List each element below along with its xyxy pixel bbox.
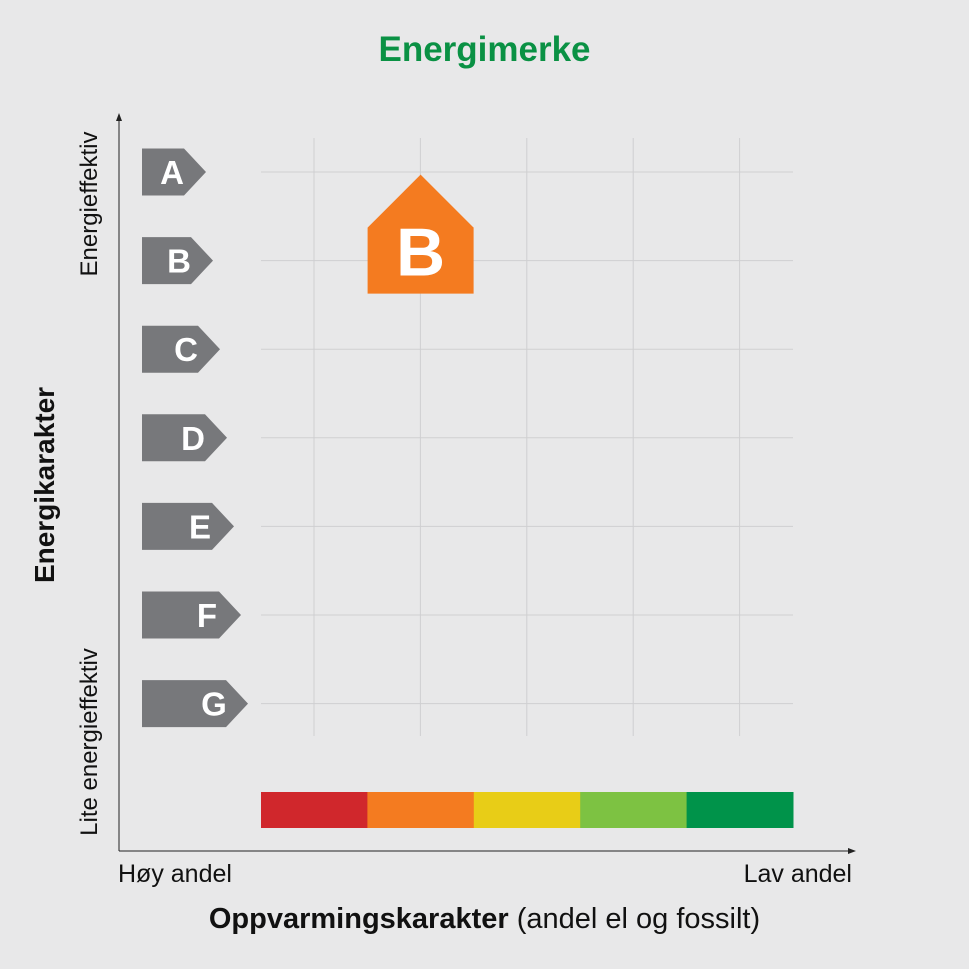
grade-arrow-letter: B [167,243,191,280]
y-axis-bottom-label: Lite energieffektiv [76,648,103,836]
grade-arrow-f: F [142,591,241,639]
grade-arrow-shape [142,591,241,639]
y-axis-arrowhead [116,113,122,121]
heating-scale-segment-3 [473,792,581,828]
grade-arrow-a: A [142,148,206,196]
grade-arrow-g: G [142,680,248,728]
grade-arrow-shape [142,680,248,728]
x-axis-low-label: Høy andel [118,860,232,888]
grade-arrow-shape [142,502,234,550]
energy-label-badge: B [367,174,474,294]
grade-arrow-letter: F [197,597,217,634]
heating-scale-segment-1 [261,792,368,828]
y-axis-top-label: Energieffektiv [76,131,103,277]
grade-arrow-shape [142,237,213,285]
grade-arrow-shape [142,148,206,196]
grade-arrow-shape [142,325,220,373]
heating-scale-segment-2 [367,792,475,828]
badge-house-shape [367,174,474,294]
page-title: Energimerke [378,30,591,69]
x-axis-title: Oppvarmingskarakter (andel el og fossilt… [0,903,969,936]
y-axis-title: Energikarakter [29,386,60,584]
grade-arrow-letter: G [201,686,227,723]
heating-scale-segment-4 [580,792,688,828]
x-axis-arrowhead [848,848,856,854]
grade-arrow-letter: A [160,154,184,191]
x-axis-title-rest: (andel el og fossilt) [508,903,761,935]
grade-arrow-c: C [142,325,220,373]
x-axis-high-label: Lav andel [743,860,852,888]
energy-grade-arrows: A B C D E F G [142,148,248,728]
badge-letter: B [396,215,445,291]
grade-arrow-letter: C [174,331,198,368]
grade-arrow-d: D [142,414,227,462]
axes [116,113,856,854]
grid-lines [261,138,793,736]
grade-arrow-letter: E [189,508,211,545]
x-axis-title-bold: Oppvarmingskarakter [208,903,509,935]
heating-scale-segment-5 [686,792,794,828]
grade-arrow-shape [142,414,227,462]
grade-arrow-letter: D [181,420,205,457]
grade-arrow-b: B [142,237,213,285]
grade-arrow-e: E [142,502,234,550]
heating-color-scale [261,792,794,828]
